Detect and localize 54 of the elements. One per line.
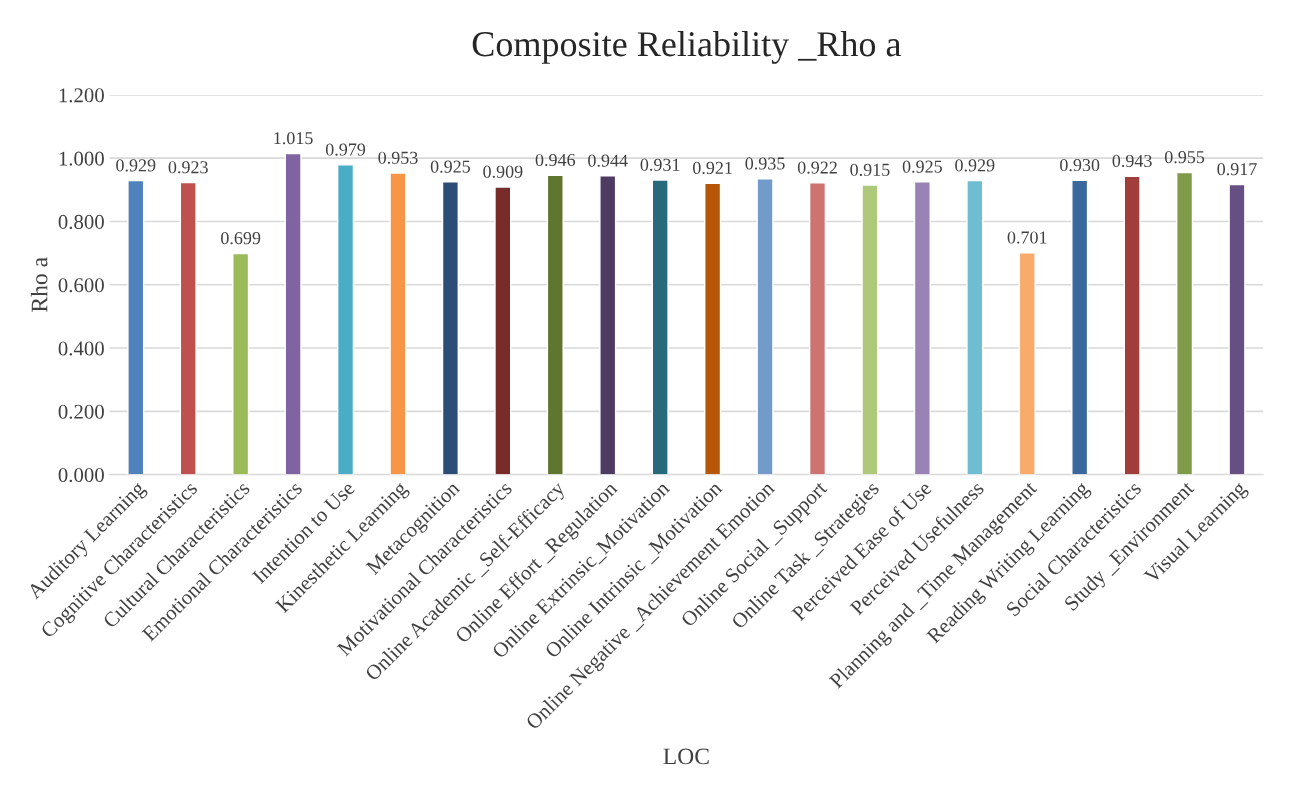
bar [1018, 252, 1036, 475]
bar [441, 181, 459, 475]
bar [651, 179, 669, 475]
bar [966, 179, 984, 475]
y-tick-label: 1.200 [59, 88, 104, 103]
y-axis-title: Rho a [30, 257, 48, 312]
bar [704, 182, 722, 475]
bar [861, 184, 879, 475]
data-label: 1.015 [274, 132, 313, 145]
bar [808, 182, 827, 475]
y-tick-label: 0.000 [58, 467, 104, 483]
data-label: 0.699 [221, 232, 261, 245]
bar [284, 152, 302, 475]
data-label: 0.922 [797, 161, 837, 174]
data-label: 0.921 [692, 161, 732, 175]
bar [389, 172, 407, 475]
bar [1123, 175, 1141, 475]
bar [232, 252, 250, 475]
bar [913, 181, 931, 475]
bar [127, 179, 145, 475]
data-label: 0.931 [640, 158, 680, 171]
bar [546, 174, 564, 475]
data-label: 0.955 [1164, 151, 1205, 164]
bar [1176, 171, 1194, 475]
data-label: 0.929 [955, 159, 995, 172]
data-label: 0.929 [116, 159, 156, 172]
data-label: 0.925 [902, 160, 942, 173]
data-label: 0.979 [325, 143, 366, 156]
bar [599, 175, 617, 475]
bar [336, 164, 355, 475]
x-axis-title: LOC [663, 748, 709, 765]
y-tick-label: 0.600 [58, 278, 104, 293]
bar [179, 181, 197, 475]
data-label: 0.915 [850, 163, 890, 176]
data-label: 0.701 [1007, 231, 1047, 244]
data-label: 0.930 [1060, 158, 1100, 172]
chart-title: Composite Reliability _Rho a [472, 30, 902, 64]
bar [494, 186, 512, 475]
data-label: 0.935 [745, 157, 785, 170]
data-label: 0.946 [535, 153, 576, 167]
bar [1228, 183, 1246, 475]
data-label: 0.909 [483, 165, 523, 178]
data-label: 0.943 [1112, 154, 1152, 168]
y-tick-label: 0.800 [58, 214, 104, 229]
y-tick-label: 1.000 [59, 151, 104, 166]
y-tick-label: 0.200 [58, 404, 104, 419]
bar [756, 178, 774, 475]
bar [1071, 179, 1089, 475]
data-label: 0.944 [588, 154, 628, 167]
y-tick-label: 0.400 [58, 341, 104, 356]
data-label: 0.923 [168, 161, 208, 174]
data-label: 0.925 [430, 160, 471, 173]
data-label: 0.953 [378, 151, 418, 164]
data-label: 0.917 [1217, 163, 1257, 176]
